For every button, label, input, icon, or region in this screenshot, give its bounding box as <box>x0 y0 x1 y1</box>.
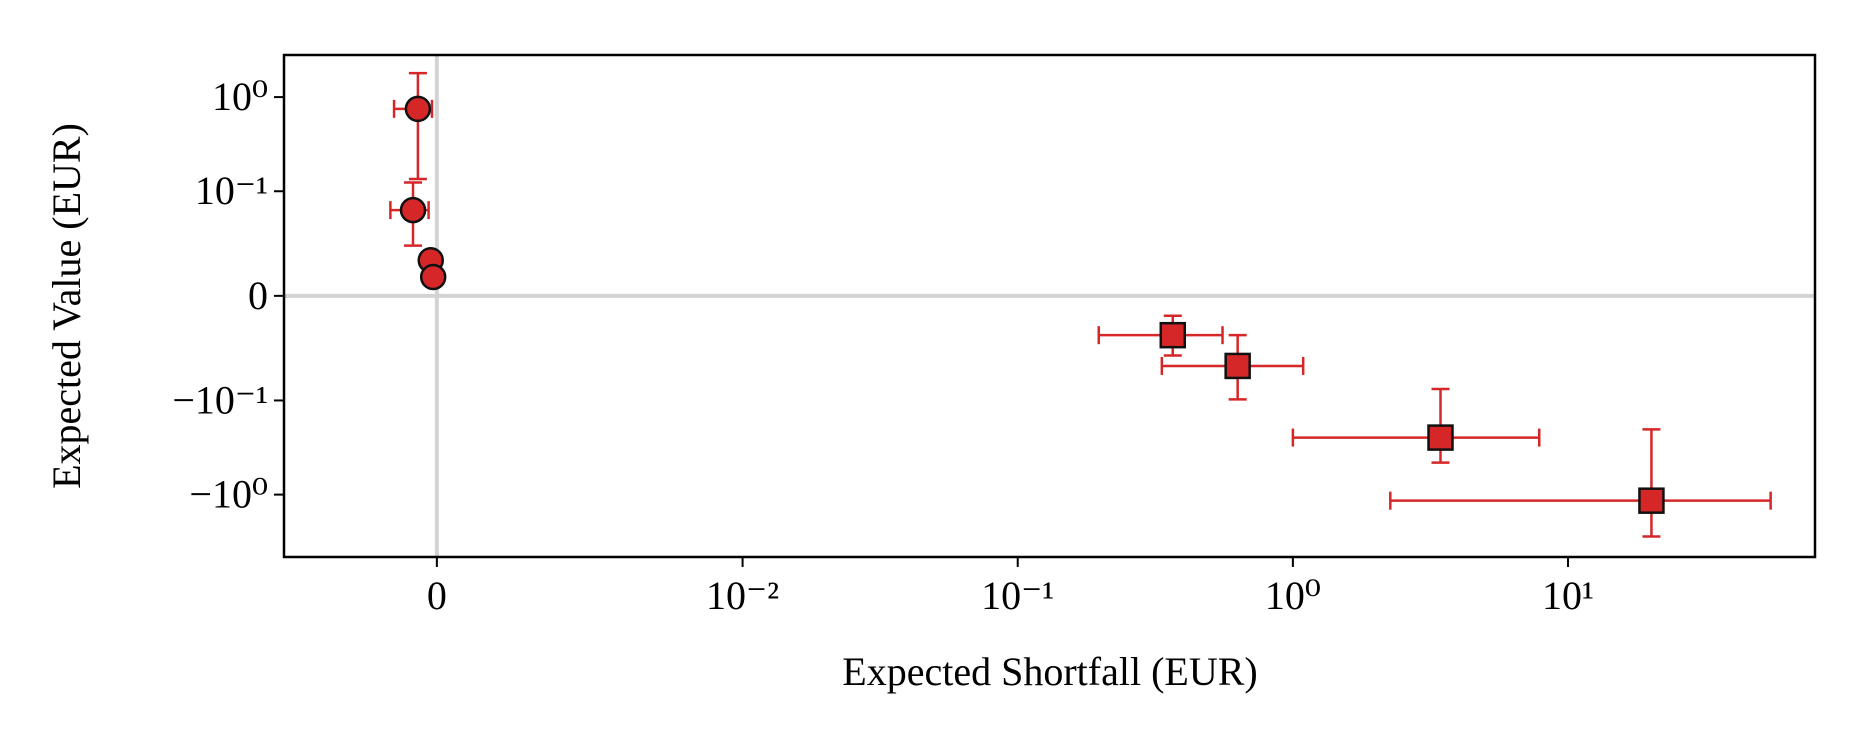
square-point <box>1224 352 1251 380</box>
y-error-bar <box>408 71 427 181</box>
x-error-bar <box>1389 491 1772 510</box>
y-tick-label: 10⁰ <box>212 74 268 119</box>
x-tick-label: 10⁻² <box>706 573 779 618</box>
y-tick-label: 10⁻¹ <box>195 168 268 213</box>
x-tick-label: 10⁻¹ <box>981 573 1054 618</box>
square-point <box>1638 487 1665 514</box>
y-tick-label: −10⁻¹ <box>172 377 268 422</box>
square-point <box>1159 321 1187 349</box>
y-tick-label: −10⁰ <box>189 472 268 517</box>
circle-point <box>404 95 432 123</box>
y-error-bar <box>1642 428 1661 538</box>
x-tick-label: 10¹ <box>1542 573 1594 618</box>
square-point <box>1427 424 1454 451</box>
y-axis-label: Expected Value (EUR) <box>44 123 89 489</box>
x-error-bar <box>1291 428 1541 447</box>
y-tick-label: 0 <box>248 273 268 318</box>
circle-point <box>419 263 447 291</box>
circle-point <box>399 196 427 224</box>
plot-frame <box>282 53 1817 559</box>
x-tick-label: 10⁰ <box>1265 573 1321 618</box>
x-axis-label: Expected Shortfall (EUR) <box>842 649 1257 694</box>
x-tick-label: 0 <box>427 573 447 618</box>
